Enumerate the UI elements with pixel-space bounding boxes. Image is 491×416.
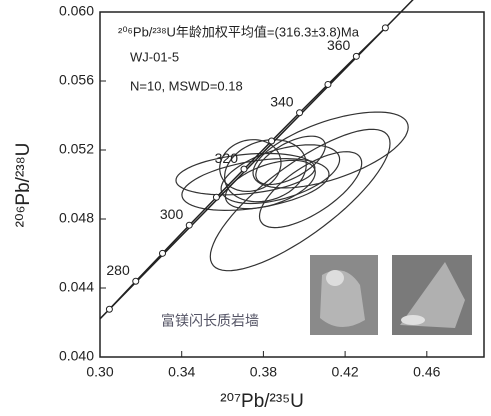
x-tick-label: 0.30 — [86, 364, 113, 380]
annotation: ²⁰⁶Pb/²³⁸U年龄加权平均值=(316.3±3.8)Ma — [118, 24, 360, 39]
age-marker — [353, 53, 359, 59]
x-axis-label: ²⁰⁷Pb/²³⁵U — [220, 391, 304, 412]
age-label: 340 — [270, 93, 294, 109]
age-marker — [133, 278, 139, 284]
y-tick-label: 0.048 — [59, 210, 94, 226]
age-label: 280 — [106, 262, 130, 278]
age-marker — [325, 81, 331, 87]
cl-image — [392, 255, 472, 335]
age-marker — [213, 194, 219, 200]
x-tick-label: 0.34 — [168, 364, 195, 380]
age-marker — [160, 250, 166, 256]
age-marker — [382, 25, 388, 31]
chart: ²⁰⁶Pb/²³⁸U年龄加权平均值=(316.3±3.8)Ma WJ-01-5 … — [0, 0, 491, 416]
cl-image — [310, 255, 378, 335]
annotation: N=10, MSWD=0.18 — [130, 78, 243, 93]
age-marker — [186, 222, 192, 228]
y-axis-label: ²⁰⁶Pb/²³⁸U — [13, 143, 34, 228]
caption: 富镁闪长质岩墙 — [161, 313, 259, 329]
x-tick-label: 0.42 — [331, 364, 358, 380]
x-tick-label: 0.38 — [250, 364, 277, 380]
age-marker — [241, 166, 247, 172]
y-tick-label: 0.044 — [59, 279, 94, 295]
y-tick-label: 0.060 — [59, 3, 94, 19]
age-marker — [269, 138, 275, 144]
x-tick-label: 0.46 — [413, 364, 440, 380]
age-marker — [297, 110, 303, 116]
age-label: 320 — [215, 150, 239, 166]
y-tick-label: 0.052 — [59, 141, 94, 157]
age-marker — [106, 306, 112, 312]
error-ellipse — [182, 159, 329, 211]
annotation: WJ-01-5 — [130, 49, 179, 64]
y-tick-label: 0.040 — [59, 348, 94, 364]
age-label: 300 — [160, 206, 184, 222]
age-label: 360 — [327, 37, 351, 53]
y-tick-label: 0.056 — [59, 72, 94, 88]
